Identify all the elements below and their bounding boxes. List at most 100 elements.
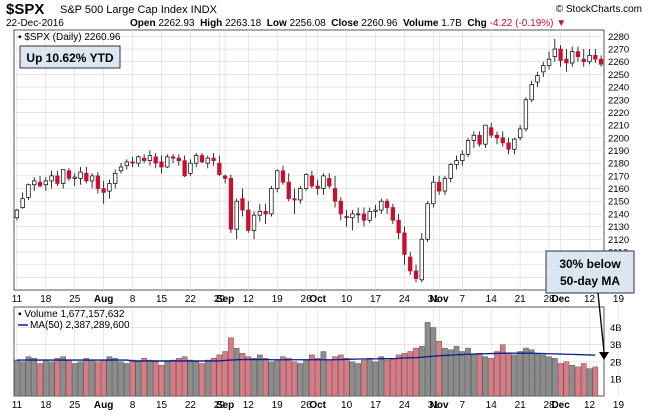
- ma-annotation-line2: 50-day MA: [560, 274, 620, 288]
- price-x-tick-label: Aug: [94, 294, 113, 305]
- volume-bar: [343, 358, 350, 397]
- candle-body: [89, 175, 95, 182]
- volume-bar: [77, 361, 84, 397]
- volume-bar: [430, 327, 437, 397]
- volume-bar: [66, 359, 72, 397]
- candle-body: [390, 207, 396, 221]
- high-value: 2263.18: [225, 18, 262, 29]
- volume-bar: [280, 356, 286, 397]
- high-label: High: [200, 18, 223, 29]
- candle-body: [211, 157, 216, 161]
- volume-tick-label: 2B: [610, 357, 622, 368]
- volume-bar: [158, 364, 165, 397]
- price-x-tick-label: 29: [214, 294, 226, 305]
- candle-body: [240, 198, 245, 211]
- volume-bar: [592, 366, 599, 397]
- price-x-tick-label: 21: [515, 294, 527, 305]
- volume-bar: [309, 354, 315, 397]
- volume-bar: [511, 354, 518, 397]
- volume-bar: [413, 347, 419, 397]
- volume-x-tick-label: 7: [460, 400, 466, 411]
- candle-body: [512, 138, 517, 150]
- volume-bar: [471, 354, 477, 397]
- volume-bar: [499, 344, 506, 397]
- volume-ma-label: MA(50) 2,387,289,600: [30, 320, 130, 331]
- price-x-tick-label: 25: [69, 294, 81, 305]
- candle-body: [113, 172, 118, 184]
- candle-body: [78, 171, 83, 179]
- price-x-tick-label: 24: [399, 294, 411, 305]
- volume-x-tick-label: 17: [370, 400, 382, 411]
- volume-bar: [528, 349, 535, 397]
- candle-body: [338, 200, 343, 215]
- volume-bar: [459, 351, 466, 397]
- candle-body: [55, 175, 60, 184]
- close-value: 2260.96: [361, 18, 398, 29]
- candle-body: [327, 178, 332, 187]
- copyright-label: © StockCharts.com: [555, 4, 642, 15]
- candle-body: [506, 142, 511, 150]
- volume-x-tick-label: Dec: [551, 400, 570, 411]
- volume-panel-title: ▪ Volume 1,677,157,632: [18, 309, 125, 320]
- volume-tick-label: 3B: [610, 340, 622, 351]
- volume-bar: [297, 363, 304, 397]
- price-x-tick-label: 28: [543, 294, 555, 305]
- candle-body: [489, 127, 494, 136]
- volume-bar: [48, 361, 55, 397]
- volume-x-tick-label: Aug: [94, 400, 113, 411]
- candle-body: [529, 84, 534, 101]
- volume-bar: [95, 361, 101, 397]
- candle-body: [84, 172, 89, 182]
- candle-body: [188, 162, 193, 174]
- candle-body: [269, 188, 274, 215]
- volume-bar: [488, 358, 495, 397]
- volume-bar: [14, 359, 20, 397]
- ma-annotation-line1: 30% below: [559, 257, 621, 271]
- ma-annotation-arrow-line: [597, 292, 605, 353]
- volume-x-tick-label: Nov: [430, 400, 449, 411]
- price-x-tick-label: 26: [301, 294, 313, 305]
- candle-body: [43, 180, 48, 186]
- candle-body: [303, 174, 309, 189]
- candle-body: [471, 134, 476, 141]
- volume-bar: [291, 361, 298, 397]
- price-x-tick-label: Sep: [216, 294, 234, 305]
- volume-x-tick-label: 24: [399, 400, 411, 411]
- candle-body: [217, 162, 222, 175]
- candle-body: [280, 170, 286, 183]
- volume-x-tick-label: 12: [243, 400, 255, 411]
- candle-body: [379, 200, 384, 211]
- volume-bar: [187, 359, 194, 397]
- volume-x-tick-label: 29: [214, 400, 226, 411]
- volume-bar: [285, 358, 292, 397]
- volume-bar: [181, 356, 188, 397]
- candle-body: [593, 55, 598, 60]
- volume-bar: [123, 363, 130, 397]
- volume-bar: [19, 361, 26, 397]
- candle-body: [477, 134, 482, 145]
- volume-bar: [135, 361, 142, 397]
- price-x-tick-label: 12: [243, 294, 255, 305]
- date-label: 22-Dec-2016: [6, 18, 64, 29]
- volume-bar: [193, 361, 200, 397]
- volume-bar: [540, 354, 547, 397]
- volume-bar: [83, 358, 90, 397]
- price-x-tick-label: Nov: [430, 294, 449, 305]
- volume-bar: [523, 347, 529, 397]
- volume-bar: [257, 354, 263, 397]
- candle-body: [251, 214, 257, 231]
- volume-bar: [546, 356, 552, 397]
- candle-body: [494, 134, 500, 139]
- volume-bar: [366, 358, 373, 397]
- candle-body: [598, 58, 604, 65]
- candle-body: [344, 216, 349, 219]
- volume-bar: [118, 361, 124, 397]
- volume-x-tick-label: Sep: [216, 400, 234, 411]
- candle-body: [367, 211, 372, 221]
- volume-bar: [505, 353, 512, 397]
- volume-bar: [152, 361, 159, 397]
- candle-body: [234, 200, 239, 230]
- candle-body: [564, 58, 569, 64]
- volume-bar: [89, 359, 95, 397]
